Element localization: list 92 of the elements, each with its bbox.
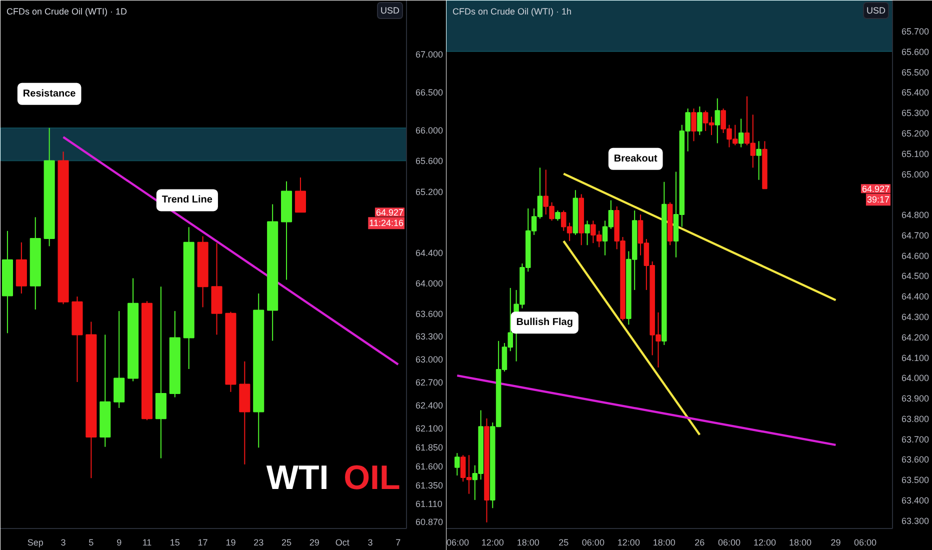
annotation: 11:24:16 <box>369 218 404 228</box>
text: WTI OIL <box>266 458 400 497</box>
annotation: Breakout <box>614 153 658 164</box>
y-tick-label: 63.000 <box>416 354 444 365</box>
y-tick-label: 61.110 <box>416 498 442 509</box>
x-tick-label: 7 <box>396 538 401 548</box>
y-tick-label: 66.500 <box>416 88 444 98</box>
y-tick-label: 63.800 <box>902 414 930 424</box>
x-tick-label: 11 <box>142 538 152 548</box>
y-tick-label: 64.800 <box>902 210 930 220</box>
y-tick-label: 64.400 <box>902 292 930 302</box>
candlestick <box>756 140 762 180</box>
y-tick-label: 65.300 <box>902 108 930 118</box>
y-tick-label: 63.500 <box>902 475 930 486</box>
y-tick-label: 62.700 <box>416 378 444 388</box>
x-tick-label: 17 <box>198 538 208 548</box>
x-tick-label: 15 <box>170 538 180 548</box>
y-tick-label: 64.000 <box>902 373 930 384</box>
x-tick-label: 25 <box>282 538 292 548</box>
y-tick-label: 65.700 <box>902 26 930 37</box>
x-tick-label: 25 <box>558 538 569 548</box>
y-tick-label: 63.600 <box>902 454 930 465</box>
candlestick <box>294 177 306 213</box>
y-tick-label: 65.500 <box>902 67 930 78</box>
x-tick-label: 3 <box>368 538 373 548</box>
y-tick-label: 65.600 <box>416 156 444 166</box>
x-tick-label: 29 <box>309 538 320 548</box>
text: CFDs on Crude Oil (WTI) · 1D <box>6 6 128 16</box>
y-tick-label: 63.700 <box>902 434 930 444</box>
y-tick-label: 64.600 <box>902 250 930 261</box>
y-tick-label: 64.400 <box>416 248 444 258</box>
x-tick-label: 3 <box>60 538 66 548</box>
candlestick <box>738 118 744 148</box>
x-tick-label: 29 <box>830 538 841 548</box>
candlestick <box>454 452 460 476</box>
y-axis-title: USD <box>380 6 400 16</box>
y-tick-label: 65.600 <box>902 46 930 57</box>
y-tick-label: 64.500 <box>902 271 930 282</box>
x-tick-label: 19 <box>226 538 236 548</box>
y-tick-label: 61.600 <box>416 461 444 472</box>
y-tick-label: 62.400 <box>416 400 444 410</box>
y-tick-label: 63.300 <box>902 516 930 526</box>
y-tick-label: 63.600 <box>416 308 444 319</box>
y-tick-label: 61.350 <box>416 480 444 491</box>
y-tick-label: 65.400 <box>902 88 930 98</box>
candlestick <box>697 106 702 136</box>
annotation: 39:17 <box>866 194 890 205</box>
y-tick-label: 66.000 <box>416 126 444 136</box>
y-tick-label: 60.870 <box>416 517 444 528</box>
candlestick <box>555 210 560 222</box>
y-tick-label: 64.100 <box>902 352 930 363</box>
x-tick-label: 23 <box>254 538 264 548</box>
x-tick-label: 5 <box>88 538 94 548</box>
y-tick-label: 64.700 <box>902 230 930 240</box>
y-tick-label: 64.300 <box>902 312 930 322</box>
x-tick-label: 12:00 <box>617 538 640 548</box>
x-tick-label: 18:00 <box>516 538 540 548</box>
x-tick-label: Sep <box>27 538 44 548</box>
x-tick-label: 18:00 <box>788 538 812 548</box>
y-tick-label: 64.200 <box>902 332 930 342</box>
x-tick-label: Oct <box>335 538 350 548</box>
x-tick-label: 12:00 <box>753 538 776 548</box>
candlestick <box>114 310 125 408</box>
annotation: 64.927 <box>862 184 890 194</box>
y-tick-label: 65.200 <box>902 128 930 139</box>
y-tick-label: 63.400 <box>902 495 930 506</box>
candlestick <box>584 220 590 246</box>
y-tick-label: 67.000 <box>416 49 444 60</box>
y-tick-label: 63.300 <box>416 332 444 342</box>
x-tick-label: 18:00 <box>652 538 676 548</box>
x-tick-label: 06:00 <box>582 538 604 548</box>
x-tick-label: 12:00 <box>481 538 504 548</box>
text: CFDs on Crude Oil (WTI) · 1h <box>452 6 572 16</box>
y-tick-label: 65.000 <box>902 169 930 180</box>
y-tick-label: 62.100 <box>416 423 444 434</box>
series-label: Trend Line <box>162 194 213 206</box>
y-tick-label: 65.100 <box>902 148 930 159</box>
x-tick-label: 06:00 <box>446 538 470 548</box>
x-tick-label: 26 <box>694 538 705 548</box>
y-axis-title: USD <box>866 6 886 16</box>
x-tick-label: 06:00 <box>718 538 741 548</box>
band-label: Resistance <box>22 88 76 100</box>
candlestick <box>714 98 720 144</box>
x-tick-label: 9 <box>116 538 122 548</box>
y-tick-label: 63.900 <box>902 394 930 404</box>
y-tick-label: 61.850 <box>416 442 444 452</box>
y-tick-label: 65.200 <box>416 186 444 197</box>
y-tick-label: 64.000 <box>416 278 444 288</box>
x-tick-label: 06:00 <box>854 538 877 548</box>
candlestick <box>691 108 696 142</box>
annotation: 64.927 <box>376 208 404 218</box>
annotation: Bullish Flag <box>516 317 573 328</box>
